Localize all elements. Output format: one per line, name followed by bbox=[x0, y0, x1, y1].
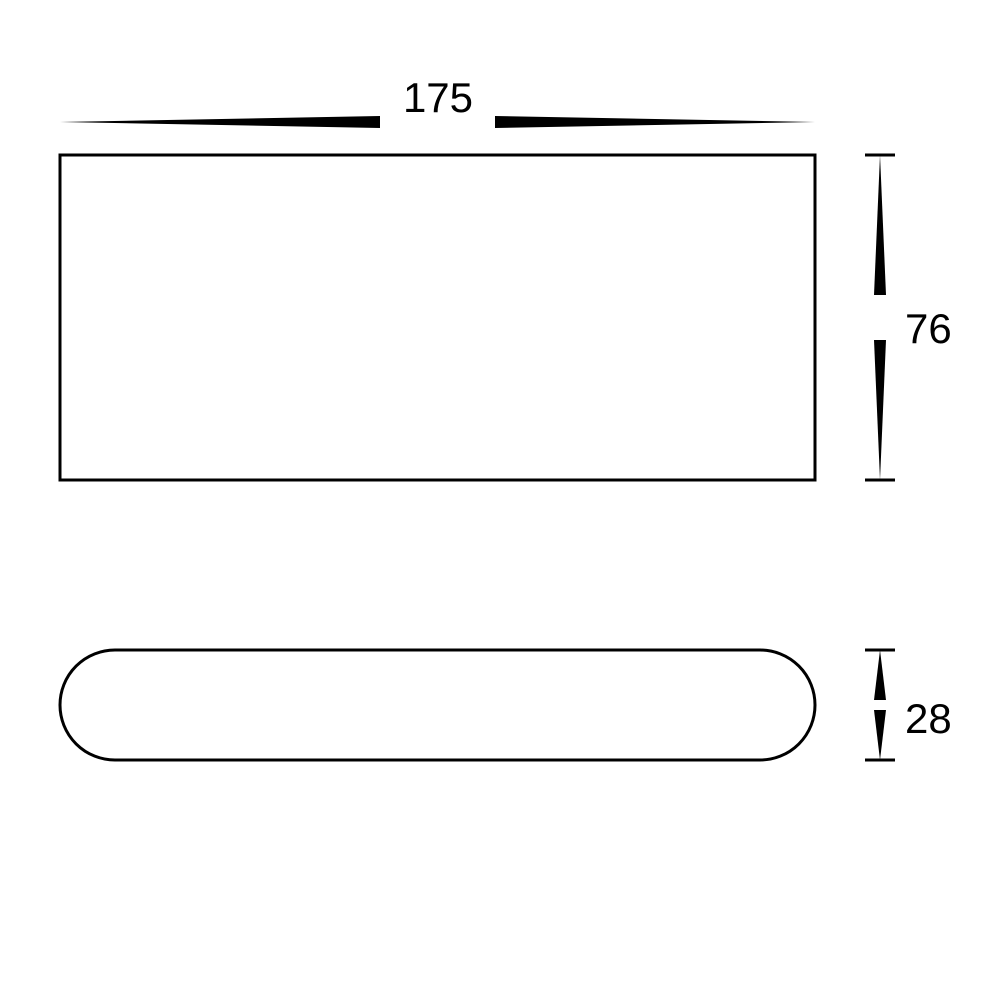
width-label: 175 bbox=[403, 74, 473, 121]
height-dimension: 76 bbox=[865, 155, 952, 480]
depth-label: 28 bbox=[905, 695, 952, 742]
dimension-diagram: 175 76 28 bbox=[0, 0, 1000, 1000]
top-view-shape bbox=[60, 650, 815, 760]
depth-dimension: 28 bbox=[865, 650, 952, 760]
front-view-rect bbox=[60, 155, 815, 480]
height-label: 76 bbox=[905, 305, 952, 352]
width-dimension: 175 bbox=[60, 74, 815, 128]
